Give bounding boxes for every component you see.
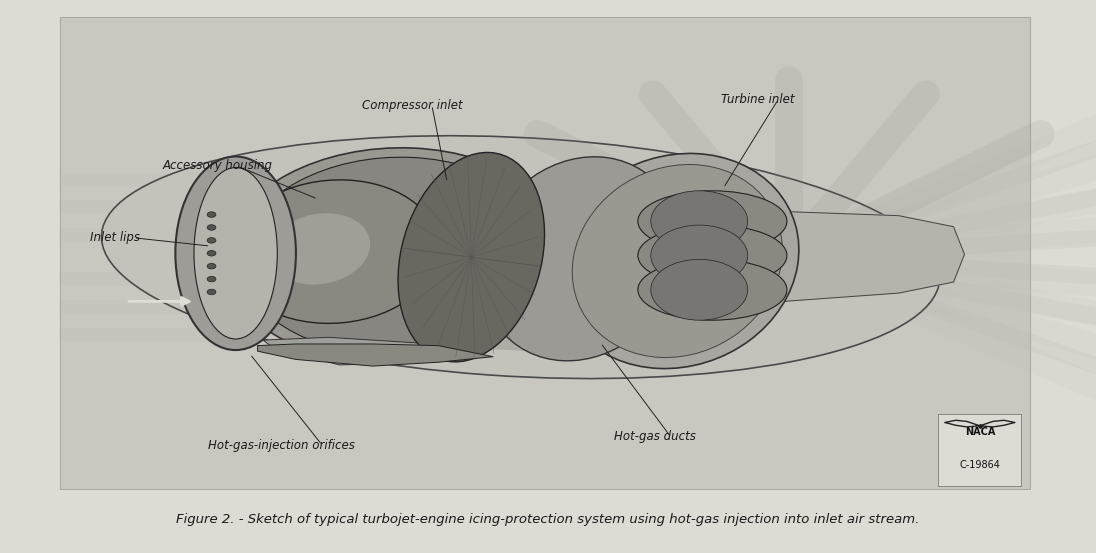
Ellipse shape (102, 135, 939, 379)
Ellipse shape (175, 156, 296, 350)
Ellipse shape (207, 212, 216, 217)
Ellipse shape (194, 168, 277, 339)
Polygon shape (745, 210, 964, 304)
Ellipse shape (270, 213, 370, 284)
Ellipse shape (207, 263, 216, 269)
Ellipse shape (241, 157, 548, 354)
Bar (938, 414, 1021, 486)
Ellipse shape (298, 301, 666, 352)
Ellipse shape (638, 225, 787, 286)
Ellipse shape (207, 251, 216, 256)
Ellipse shape (638, 191, 787, 252)
Ellipse shape (638, 259, 787, 320)
Text: Inlet lips: Inlet lips (90, 231, 140, 244)
Ellipse shape (230, 180, 438, 324)
Ellipse shape (651, 259, 747, 320)
Text: NACA: NACA (964, 427, 995, 437)
Ellipse shape (225, 148, 564, 363)
Text: Figure 2. - Sketch of typical turbojet-engine icing-protection system using hot-: Figure 2. - Sketch of typical turbojet-e… (176, 513, 920, 526)
Ellipse shape (481, 157, 681, 361)
Polygon shape (258, 344, 493, 366)
Ellipse shape (207, 238, 216, 243)
Text: Accessory housing: Accessory housing (162, 159, 272, 173)
Polygon shape (263, 337, 460, 365)
Ellipse shape (651, 225, 747, 286)
Ellipse shape (207, 276, 216, 282)
Ellipse shape (398, 153, 545, 362)
Bar (60, 17, 1030, 489)
Text: Compressor inlet: Compressor inlet (362, 98, 463, 112)
Text: Hot-gas-injection orifices: Hot-gas-injection orifices (208, 439, 355, 452)
Ellipse shape (572, 164, 783, 358)
Text: Turbine inlet: Turbine inlet (721, 93, 795, 106)
Ellipse shape (207, 225, 216, 230)
Ellipse shape (651, 191, 747, 252)
Ellipse shape (308, 181, 613, 217)
Ellipse shape (556, 154, 799, 368)
Text: Hot-gas ducts: Hot-gas ducts (614, 430, 696, 444)
Text: C-19864: C-19864 (959, 460, 1001, 470)
Ellipse shape (207, 289, 216, 295)
